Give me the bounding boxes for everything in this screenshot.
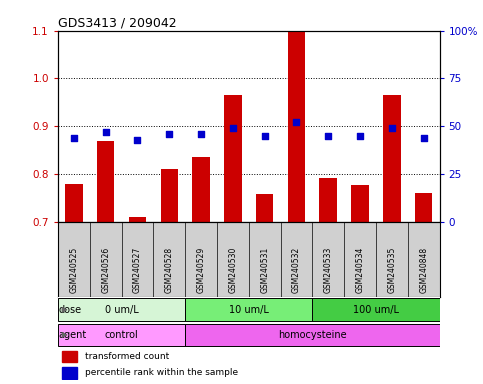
Text: GSM240530: GSM240530 [228, 247, 237, 293]
FancyBboxPatch shape [185, 298, 313, 321]
FancyBboxPatch shape [58, 324, 185, 346]
Bar [62, 351, 77, 362]
Text: GSM240534: GSM240534 [355, 247, 365, 293]
Text: GSM240526: GSM240526 [101, 247, 110, 293]
Text: GSM240533: GSM240533 [324, 247, 333, 293]
Text: 100 um/L: 100 um/L [353, 305, 399, 315]
Text: dose: dose [58, 305, 82, 315]
Point [388, 125, 396, 131]
Text: GSM240527: GSM240527 [133, 247, 142, 293]
Text: GSM240532: GSM240532 [292, 247, 301, 293]
Bar [97, 141, 114, 222]
Text: percentile rank within the sample: percentile rank within the sample [85, 369, 238, 377]
FancyBboxPatch shape [313, 298, 440, 321]
Point [102, 129, 110, 135]
Text: control: control [105, 330, 139, 340]
Bar [319, 178, 337, 222]
Text: GSM240525: GSM240525 [70, 247, 78, 293]
Bar [383, 95, 400, 222]
Point [70, 135, 78, 141]
FancyBboxPatch shape [58, 298, 185, 321]
Text: 0 um/L: 0 um/L [105, 305, 139, 315]
Bar [351, 185, 369, 222]
Bar [415, 193, 432, 222]
Bar [192, 157, 210, 222]
Bar [256, 194, 273, 222]
Point [197, 131, 205, 137]
Bar [62, 367, 77, 379]
Point [134, 137, 142, 143]
Text: GSM240848: GSM240848 [419, 247, 428, 293]
Bar [160, 169, 178, 222]
Bar [65, 184, 83, 222]
Text: homocysteine: homocysteine [278, 330, 347, 340]
FancyBboxPatch shape [185, 324, 440, 346]
Text: 10 um/L: 10 um/L [229, 305, 269, 315]
Point [356, 133, 364, 139]
Point [229, 125, 237, 131]
Bar [288, 31, 305, 222]
Text: GSM240528: GSM240528 [165, 247, 174, 293]
Point [420, 135, 427, 141]
Text: transformed count: transformed count [85, 352, 169, 361]
Bar [224, 95, 242, 222]
Text: GSM240529: GSM240529 [197, 247, 206, 293]
Point [325, 133, 332, 139]
Point [165, 131, 173, 137]
Text: GDS3413 / 209042: GDS3413 / 209042 [58, 17, 177, 30]
Point [293, 119, 300, 126]
Text: GSM240535: GSM240535 [387, 247, 397, 293]
Text: agent: agent [58, 330, 86, 340]
Bar [128, 217, 146, 222]
Text: GSM240531: GSM240531 [260, 247, 269, 293]
Point [261, 133, 269, 139]
